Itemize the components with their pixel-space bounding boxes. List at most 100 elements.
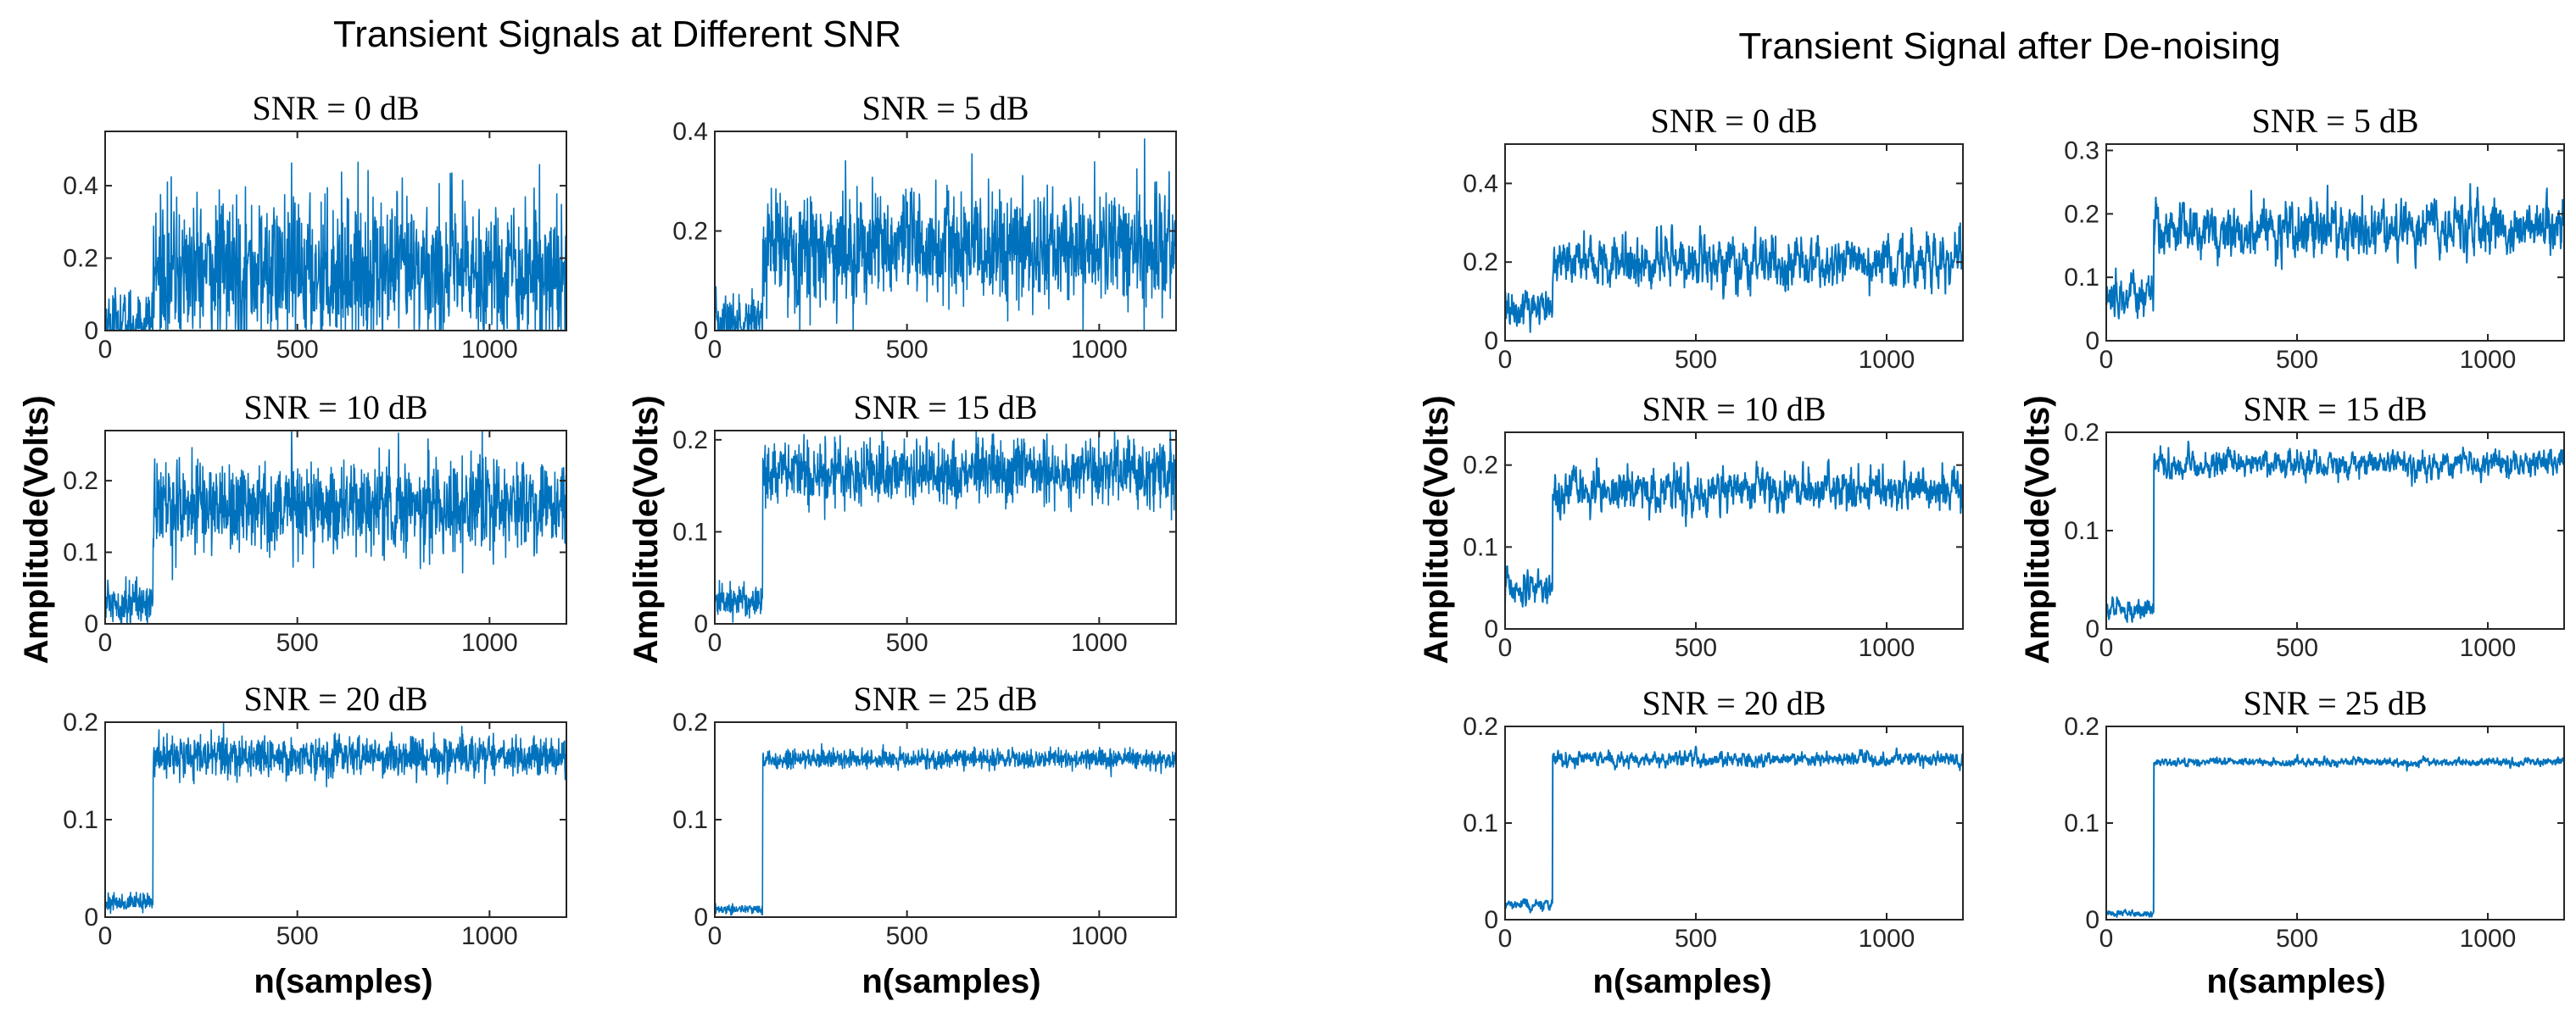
- right-figure-x-axis-label-col1: n(samples): [1592, 963, 1771, 1000]
- right-figure-x-axis-label-col2: n(samples): [2206, 963, 2385, 1000]
- y-tick-label: 0: [84, 317, 98, 345]
- x-tick-label: 1000: [461, 336, 518, 364]
- subplot-5: 0 500 1000 0 0.1 0.2 SNR = 20 dB: [63, 680, 567, 950]
- right-figure-y-axis-label-col1: Amplitude(Volts): [1418, 395, 1455, 664]
- x-tick-label: 0: [1498, 634, 1513, 662]
- y-tick-label: 0.2: [1463, 248, 1498, 276]
- subplot-title: SNR = 10 dB: [1642, 390, 1826, 428]
- y-tick-label: 0.3: [2064, 136, 2099, 164]
- x-tick-label: 0: [98, 629, 113, 657]
- x-tick-label: 0: [98, 336, 113, 364]
- series-line-2: [715, 138, 1176, 331]
- y-tick-label: 0: [694, 904, 708, 932]
- y-tick-label: 0.1: [63, 806, 98, 834]
- subplot-title: SNR = 5 dB: [2251, 102, 2418, 140]
- x-tick-label: 500: [2276, 346, 2318, 374]
- right-figure-y-axis-label-col2: Amplitude(Volts): [2019, 395, 2056, 664]
- y-tick-label: 0.2: [63, 467, 98, 495]
- y-tick-label: 0.1: [2064, 517, 2099, 545]
- x-tick-label: 500: [886, 629, 928, 657]
- x-tick-label: 1000: [1071, 336, 1128, 364]
- x-tick-label: 0: [98, 922, 113, 950]
- x-tick-label: 1000: [2460, 634, 2517, 662]
- y-tick-label: 0.4: [63, 172, 98, 200]
- x-tick-label: 0: [1498, 346, 1513, 374]
- x-tick-label: 500: [886, 922, 928, 950]
- x-tick-label: 1000: [1859, 346, 1915, 374]
- y-tick-label: 0: [2085, 906, 2099, 934]
- y-tick-label: 0: [2085, 615, 2099, 643]
- y-tick-label: 0.4: [1463, 170, 1498, 197]
- y-tick-label: 0: [84, 610, 98, 638]
- y-tick-label: 0.1: [672, 518, 708, 546]
- subplot-1: 0 500 1000 0 0.2 0.4 SNR = 0 dB: [63, 89, 567, 364]
- y-tick-label: 0.2: [63, 245, 98, 273]
- subplot-title: SNR = 15 dB: [853, 388, 1037, 426]
- y-tick-label: 0.1: [672, 806, 708, 834]
- series-line-11: [1505, 745, 1963, 914]
- series-line-5: [105, 722, 566, 915]
- series-line-10: [2106, 440, 2564, 623]
- y-tick-label: 0.2: [1463, 452, 1498, 480]
- subplot-8: 0 500 1000 0 0.1 0.2 0.3 SNR = 5 dB: [2064, 102, 2565, 374]
- x-tick-label: 1000: [1859, 925, 1915, 953]
- x-tick-label: 1000: [1859, 634, 1915, 662]
- x-tick-label: 1000: [2460, 925, 2517, 953]
- y-tick-label: 0.1: [2064, 264, 2099, 292]
- x-tick-label: 1000: [2460, 346, 2517, 374]
- left-figure-title: Transient Signals at Different SNR: [333, 14, 901, 55]
- x-tick-label: 1000: [461, 629, 518, 657]
- x-tick-label: 1000: [461, 922, 518, 950]
- x-tick-label: 500: [1675, 925, 1717, 953]
- y-tick-label: 0.2: [63, 709, 98, 737]
- subplot-2: 0 500 1000 0 0.2 0.4 SNR = 5 dB: [672, 89, 1177, 364]
- y-tick-label: 0.2: [2064, 419, 2099, 447]
- x-tick-label: 500: [276, 336, 319, 364]
- x-tick-label: 0: [1498, 925, 1513, 953]
- y-tick-label: 0: [2085, 327, 2099, 355]
- x-tick-label: 0: [2099, 925, 2114, 953]
- y-tick-label: 0.4: [672, 118, 708, 146]
- y-tick-label: 0.2: [672, 426, 708, 454]
- x-tick-label: 1000: [1071, 922, 1128, 950]
- subplot-title: SNR = 15 dB: [2243, 390, 2427, 428]
- x-tick-label: 0: [708, 922, 722, 950]
- subplot-title: SNR = 20 dB: [1642, 684, 1826, 722]
- series-line-4: [715, 431, 1176, 623]
- series-line-9: [1505, 457, 1963, 608]
- axes-frame: [1504, 143, 1964, 342]
- x-tick-label: 0: [2099, 634, 2114, 662]
- x-tick-label: 0: [708, 336, 722, 364]
- y-tick-label: 0: [1484, 327, 1498, 355]
- x-tick-label: 500: [1675, 346, 1717, 374]
- left-figure-x-axis-label-col1: n(samples): [254, 963, 432, 1000]
- axes-frame-top: [1504, 143, 1964, 342]
- subplot-7: 0 500 1000 0 0.2 0.4 SNR = 0 dB: [1463, 102, 1964, 374]
- x-tick-label: 500: [276, 922, 319, 950]
- y-tick-label: 0.1: [63, 539, 98, 567]
- x-tick-label: 0: [2099, 346, 2114, 374]
- subplot-9: 0 500 1000 0 0.1 0.2 SNR = 10 dB: [1463, 390, 1964, 662]
- left-figure-x-axis-label-col2: n(samples): [861, 963, 1040, 1000]
- subplot-title: SNR = 25 dB: [2243, 684, 2427, 722]
- subplot-title: SNR = 0 dB: [252, 89, 419, 127]
- subplot-10: 0 500 1000 0 0.1 0.2 SNR = 15 dB: [2064, 390, 2565, 662]
- x-tick-label: 500: [886, 336, 928, 364]
- subplot-title: SNR = 25 dB: [853, 680, 1037, 718]
- y-tick-label: 0.1: [1463, 533, 1498, 561]
- subplot-title: SNR = 10 dB: [243, 388, 427, 426]
- y-tick-label: 0.2: [2064, 713, 2099, 741]
- y-tick-label: 0.1: [2064, 809, 2099, 837]
- subplot-6: 0 500 1000 0 0.1 0.2 SNR = 25 dB: [672, 680, 1177, 950]
- series-line-6: [715, 743, 1176, 916]
- x-tick-label: 500: [1675, 634, 1717, 662]
- y-tick-label: 0: [694, 610, 708, 638]
- x-tick-label: 500: [2276, 634, 2318, 662]
- subplot-4: 0 500 1000 0 0.1 0.2 SNR = 15 dB: [672, 388, 1177, 657]
- subplot-11: 0 500 1000 0 0.1 0.2 SNR = 20 dB: [1463, 684, 1964, 953]
- y-tick-label: 0: [84, 904, 98, 932]
- y-tick-label: 0.2: [1463, 713, 1498, 741]
- series-line-3: [105, 431, 566, 624]
- subplot-grid: 0 500 1000 0 0.2 0.4 SNR = 0 dB 0 500 1000 0 0.2 0.4…: [63, 89, 2565, 953]
